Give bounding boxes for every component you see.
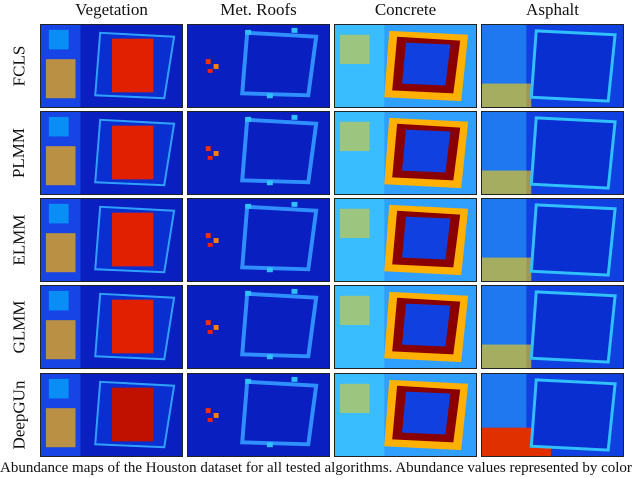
row-label-text: FCLS [9, 45, 29, 87]
row-label: DeepGUn [2, 373, 36, 457]
column-header: Concrete [374, 0, 437, 19]
column-header: Vegetation [75, 0, 148, 19]
abundance-map [187, 198, 330, 282]
row-label: FCLS [2, 24, 36, 108]
abundance-map [40, 24, 183, 108]
abundance-map [334, 373, 477, 457]
figure-caption: Abundance maps of the Houston dataset fo… [0, 460, 632, 476]
abundance-map [334, 285, 477, 369]
abundance-map [481, 285, 624, 369]
abundance-map [187, 285, 330, 369]
abundance-map [481, 373, 624, 457]
abundance-map [187, 111, 330, 195]
row-label: GLMM [2, 285, 36, 369]
abundance-map [40, 285, 183, 369]
abundance-map [334, 24, 477, 108]
row-label-text: GLMM [9, 300, 28, 354]
abundance-map [187, 24, 330, 108]
row-label-text: DeepGUn [9, 380, 29, 450]
abundance-map [187, 373, 330, 457]
abundance-map [40, 373, 183, 457]
abundance-map [481, 24, 624, 108]
abundance-map [481, 198, 624, 282]
abundance-map [481, 111, 624, 195]
abundance-map [334, 111, 477, 195]
abundance-map [40, 111, 183, 195]
row-label: ELMM [2, 198, 36, 282]
column-header: Asphalt [526, 0, 579, 19]
abundance-map [40, 198, 183, 282]
row-label: PLMM [2, 111, 36, 195]
row-label-text: PLMM [9, 127, 29, 179]
row-label-text: ELMM [9, 214, 28, 266]
column-header: Met. Roofs [220, 0, 297, 19]
abundance-map [334, 198, 477, 282]
